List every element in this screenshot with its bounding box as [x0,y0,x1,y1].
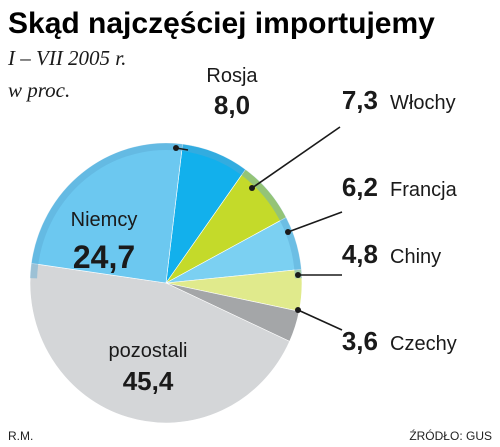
leader-lines [173,126,343,331]
slice-value-pozostali: 45,4 [123,366,174,396]
slice-value-wlochy: 7,3 [342,85,378,115]
leader-line-czechy [297,309,343,331]
chart-title: Skąd najczęściej importujemy [8,7,435,40]
leader-dot-chiny [295,272,301,278]
pie-slice-pozostali [29,262,291,424]
slice-label-niemcy: Niemcy [71,209,138,231]
slice-label-czechy: Czechy [390,333,457,355]
slice-value-czechy: 3,6 [342,326,378,356]
slice-label-chiny: Chiny [390,246,441,268]
source-credit: ŹRÓDŁO: GUS [409,428,492,443]
leader-dot-wlochy [249,185,255,191]
author-credit: R.M. [8,429,33,443]
leader-dot-francja [285,229,291,235]
slice-value-chiny: 4,8 [342,239,378,269]
pie-slice-niemcy [31,142,183,284]
leader-line-francja [287,211,343,233]
slice-label-pozostali: pozostali [109,340,188,362]
pie-slices [29,142,303,424]
slice-value-niemcy: 24,7 [73,239,135,275]
slice-value-francja: 6,2 [342,172,378,202]
chart-subtitle-period: I – VII 2005 r. [7,46,126,70]
leader-dot-rosja [173,145,179,151]
slice-label-rosja: Rosja [206,65,258,87]
leader-dot-czechy [295,307,301,313]
leader-line-wlochy [251,126,341,189]
slice-labels: Rosja 8,0 Włochy 7,3 Francja 6,2 Chiny 4,8 Czech… [71,65,458,396]
slice-label-wlochy: Włochy [390,92,456,114]
slice-value-rosja: 8,0 [214,90,250,120]
slice-label-francja: Francja [390,179,458,201]
chart-subtitle-unit: w proc. [8,78,70,102]
